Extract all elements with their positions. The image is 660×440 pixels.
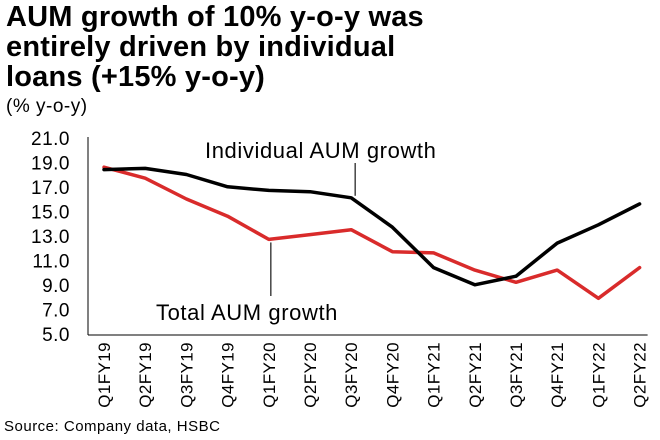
chart-title-line-3: loans (+15% y-o-y)	[6, 61, 266, 93]
y-axis-label: (% y-o-y)	[6, 96, 88, 117]
x-tick-label: Q2FY21	[466, 342, 485, 408]
y-tick-label: 7.0	[42, 301, 70, 322]
x-tick-label: Q2FY19	[136, 342, 155, 408]
x-tick-label: Q4FY19	[219, 342, 238, 408]
chart-title-line-1: AUM growth of 10% y-o-y was	[6, 1, 424, 33]
x-tick-label: Q3FY19	[177, 342, 196, 408]
chart-title-line-2: entirely driven by individual	[6, 31, 396, 63]
series-line-individual	[102, 166, 642, 287]
source-note: Source: Company data, HSBC	[4, 418, 221, 435]
x-tick-label: Q4FY21	[548, 342, 567, 408]
axes	[87, 137, 648, 336]
y-tick-label: 17.0	[31, 178, 70, 199]
tick-labels: 21.0 19.0 17.0 15.0 13.0 11.0 9.0 7.0 5.0 Q1FY19 Q…	[31, 129, 650, 408]
y-tick-label: 21.0	[31, 129, 70, 150]
total-aum-annotation: Total AUM growth	[156, 300, 338, 325]
y-tick-label: 15.0	[31, 203, 70, 224]
annotations: Individual AUM growth Total AUM growth	[156, 138, 436, 325]
y-tick-label: 5.0	[42, 325, 70, 346]
x-tick-label: Q1FY21	[425, 342, 444, 408]
x-tick-label: Q1FY19	[95, 342, 114, 408]
y-tick-label: 19.0	[31, 154, 70, 175]
x-tick-label: Q1FY22	[589, 342, 608, 408]
y-tick-label: 11.0	[32, 252, 70, 273]
x-tick-label: Q1FY20	[260, 342, 279, 408]
series-line-total	[102, 165, 642, 301]
individual-aum-annotation: Individual AUM growth	[205, 138, 436, 163]
series-lines	[102, 165, 642, 301]
y-tick-label: 9.0	[42, 276, 70, 297]
x-tick-label: Q4FY20	[383, 342, 402, 408]
x-tick-label: Q2FY20	[301, 342, 320, 408]
chart-title: AUM growth of 10% y-o-y was entirely dri…	[6, 2, 646, 92]
x-tick-label: Q2FY22	[631, 342, 650, 408]
y-tick-label: 13.0	[31, 227, 70, 248]
x-tick-label: Q3FY20	[342, 342, 361, 408]
x-tick-label: Q3FY21	[507, 342, 526, 408]
